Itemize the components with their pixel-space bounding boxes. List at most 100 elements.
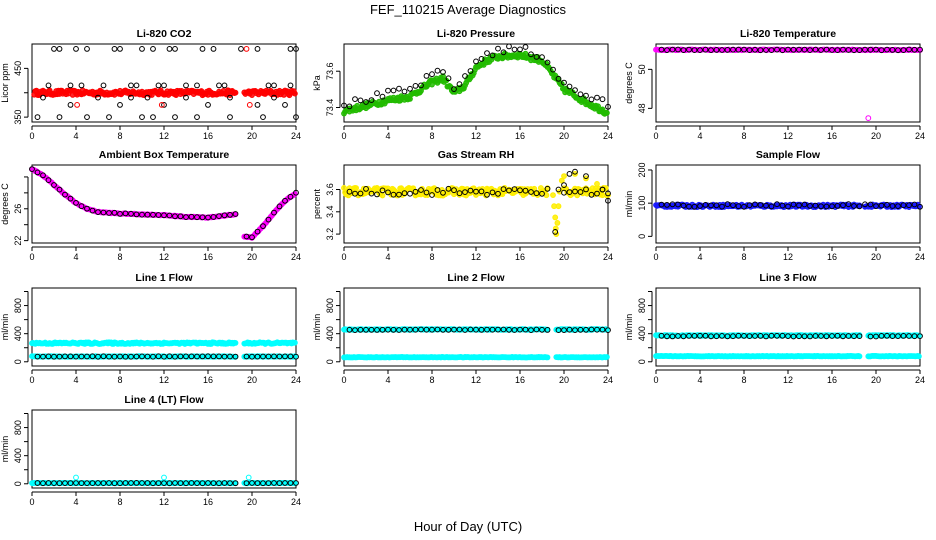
y-axis-label: kPa	[312, 75, 322, 91]
x-tick-label: 20	[871, 252, 881, 262]
data-point	[473, 188, 479, 195]
data-point	[873, 203, 879, 210]
data-point	[517, 46, 523, 53]
data-point	[357, 97, 364, 104]
data-point	[572, 87, 578, 93]
data-point	[604, 110, 610, 116]
data-point	[558, 177, 565, 184]
data-point	[555, 75, 562, 82]
data-point	[56, 114, 63, 120]
data-point	[407, 85, 413, 92]
data-point	[117, 211, 123, 217]
data-point	[807, 47, 813, 53]
x-tick-label: 24	[603, 252, 613, 262]
data-point	[605, 103, 611, 110]
series-line2-cyan-low	[341, 354, 610, 361]
y-tick-label: 400	[13, 326, 23, 341]
data-point	[818, 203, 824, 210]
data-point	[243, 233, 250, 240]
data-point	[117, 102, 123, 108]
data-point	[161, 102, 167, 108]
data-point	[911, 201, 918, 208]
data-point	[67, 102, 74, 108]
data-point	[423, 73, 430, 79]
data-point	[658, 46, 665, 53]
y-tick-label: 400	[637, 326, 647, 341]
data-point	[282, 102, 288, 108]
data-point	[851, 47, 857, 54]
data-point	[889, 47, 896, 53]
data-point	[139, 46, 145, 52]
data-point	[434, 187, 441, 193]
data-point	[172, 114, 178, 120]
data-point	[911, 46, 918, 53]
data-point	[29, 166, 35, 173]
data-point	[183, 82, 189, 89]
series-rh-black	[346, 185, 611, 198]
data-point	[878, 47, 885, 54]
data-point	[374, 90, 380, 97]
plot-frame	[31, 43, 297, 123]
x-tick-label: 8	[117, 497, 122, 507]
data-point	[271, 82, 277, 89]
data-point	[906, 202, 912, 209]
data-point	[172, 46, 178, 52]
panel-7: Line 1 Flow ml/min 0 4 8 12 16 20 24 0 400 800	[0, 272, 301, 385]
data-point	[100, 209, 107, 216]
series-pressure-green	[341, 50, 610, 117]
data-point	[205, 102, 211, 108]
data-point	[232, 340, 239, 346]
data-point	[895, 203, 901, 210]
data-point	[552, 229, 559, 235]
data-point	[379, 187, 386, 194]
data-point	[675, 201, 681, 208]
y-tick-label: 450	[13, 61, 23, 76]
data-point	[675, 46, 681, 53]
data-point	[89, 207, 96, 214]
data-point	[561, 182, 567, 189]
series-co2-black-bottom	[34, 114, 299, 120]
data-point	[254, 46, 261, 52]
data-point	[561, 79, 567, 86]
x-tick-label: 8	[117, 375, 122, 385]
y-axis-label: ml/min	[0, 436, 10, 463]
data-point	[34, 169, 41, 176]
x-tick-label: 24	[291, 497, 301, 507]
data-point	[588, 191, 595, 198]
data-point	[550, 66, 556, 73]
data-point	[544, 354, 551, 361]
data-point	[363, 99, 369, 105]
data-point	[246, 102, 253, 108]
data-point	[111, 209, 118, 216]
data-point	[818, 47, 824, 53]
x-tick-label: 24	[603, 375, 613, 385]
data-point	[801, 201, 808, 208]
y-axis-label: ml/min	[624, 314, 634, 341]
data-point	[166, 46, 173, 52]
data-point	[128, 82, 134, 89]
y-tick-label: 800	[13, 298, 23, 313]
data-point	[227, 94, 233, 101]
data-point	[271, 209, 277, 216]
data-point	[845, 201, 852, 208]
plot-frame	[343, 164, 609, 244]
panel-title: Line 4 (LT) Flow	[124, 394, 204, 406]
data-point	[599, 186, 606, 193]
data-point	[346, 103, 353, 110]
data-point	[232, 211, 239, 217]
data-point	[774, 46, 780, 53]
data-point	[56, 46, 63, 52]
x-tick-label: 4	[73, 252, 78, 262]
panel-6: Sample Flow ml/min 0 4 8 12 16 20 24 0 100 200	[624, 149, 925, 262]
data-point	[856, 47, 863, 53]
data-point	[823, 46, 830, 53]
data-point	[172, 213, 178, 220]
data-point	[796, 46, 802, 53]
data-point	[451, 187, 457, 194]
data-point	[111, 46, 118, 52]
data-point	[188, 213, 195, 220]
x-tick-label: 16	[203, 252, 213, 262]
series-line3-cyan-low	[653, 353, 922, 360]
data-point	[900, 202, 907, 209]
